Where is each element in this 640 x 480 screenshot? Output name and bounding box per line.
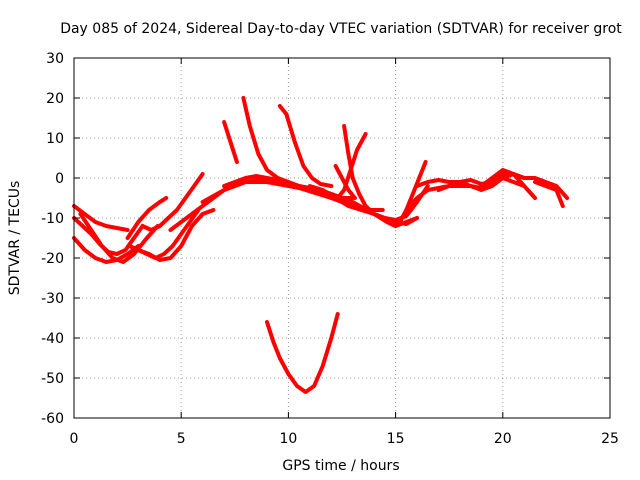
series-line-arc-25 xyxy=(436,172,527,192)
x-tick-label: 10 xyxy=(279,431,297,447)
y-tick-label: -20 xyxy=(41,251,64,267)
x-tick-label: 5 xyxy=(177,431,186,447)
chart-title: Day 085 of 2024, Sidereal Day-to-day VTE… xyxy=(60,21,622,37)
series-line-arc-18 xyxy=(342,124,398,228)
series-lines xyxy=(72,96,570,394)
tick-marks xyxy=(73,57,611,419)
series-line-arc-07 xyxy=(136,208,216,262)
series-line-arc-15 xyxy=(265,180,385,212)
y-tick-label: 0 xyxy=(55,171,64,187)
plot-frame xyxy=(73,57,611,419)
x-tick-label: 20 xyxy=(494,431,512,447)
series-line-arc-14 xyxy=(277,104,334,188)
series-line-arc-16 xyxy=(307,184,377,216)
series-line-arc-08 xyxy=(140,172,205,232)
series-line-arc-13 xyxy=(241,96,291,184)
y-tick-label: -10 xyxy=(41,211,64,227)
series-line-arc-27 xyxy=(533,180,565,208)
y-tick-labels: -60 -50 -40 -30 -20 -10 0 10 20 30 xyxy=(41,51,64,427)
x-tick-label: 0 xyxy=(70,431,79,447)
series-line-arc-20 xyxy=(265,312,340,394)
x-axis-label: GPS time / hours xyxy=(282,458,399,474)
y-tick-label: -60 xyxy=(41,411,64,427)
y-tick-label: -30 xyxy=(41,291,64,307)
series-line-arc-22 xyxy=(397,160,428,224)
series-line-arc-01 xyxy=(72,204,130,232)
y-tick-label: 30 xyxy=(46,51,64,67)
series-line-arc-21 xyxy=(382,184,430,222)
x-tick-label: 15 xyxy=(387,431,405,447)
series-line-arc-12 xyxy=(222,120,239,164)
y-tick-label: 20 xyxy=(46,91,64,107)
x-tick-label: 25 xyxy=(601,431,619,447)
y-axis-label: SDTVAR / TECUs xyxy=(7,181,23,296)
series-line-arc-03 xyxy=(72,236,141,264)
y-tick-label: 10 xyxy=(46,131,64,147)
grid-lines xyxy=(74,58,610,418)
y-tick-label: -40 xyxy=(41,331,64,347)
series-line-arc-04 xyxy=(78,212,160,264)
series-line-arc-05 xyxy=(125,196,169,240)
x-tick-labels: 0 5 10 15 20 25 xyxy=(70,431,619,447)
series-line-arc-19 xyxy=(335,132,368,200)
series-line-arc-24 xyxy=(415,172,570,200)
series-line-arc-26 xyxy=(479,168,537,200)
y-tick-label: -50 xyxy=(41,371,64,387)
